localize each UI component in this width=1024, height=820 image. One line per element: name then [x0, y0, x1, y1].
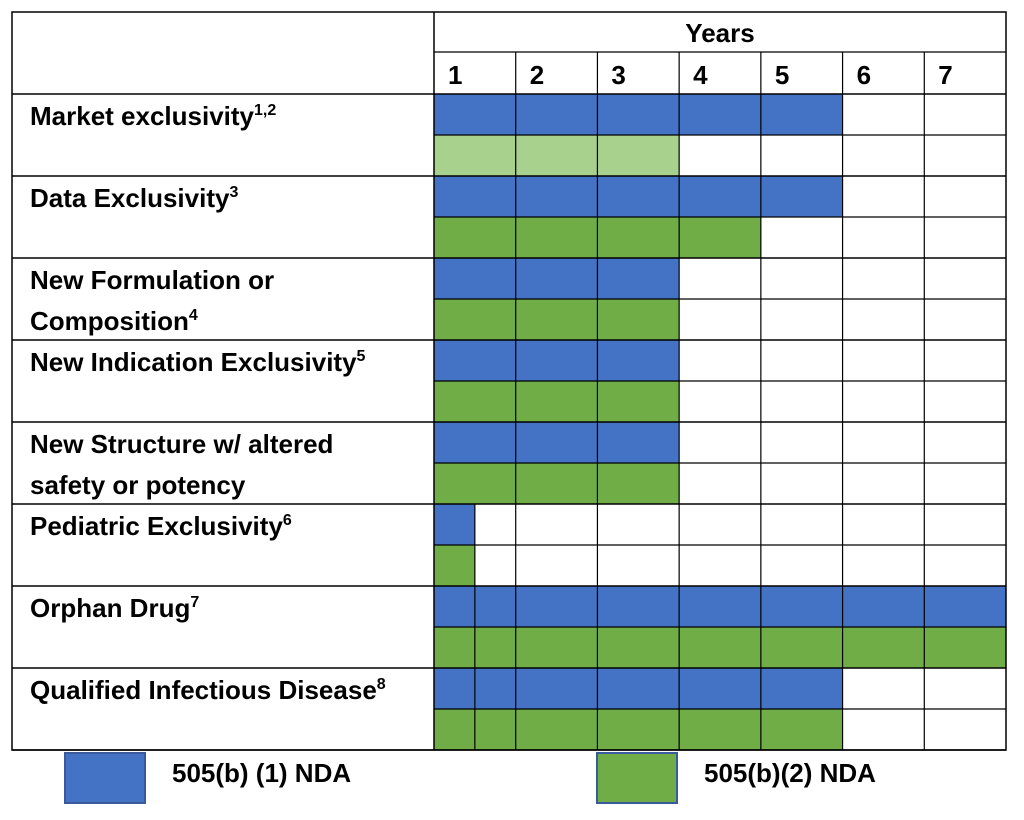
bar-505b2-new-formulation-or-composition [434, 299, 680, 340]
row-label: Qualified Infectious Disease8 [30, 675, 386, 705]
row-label: safety or potency [30, 470, 246, 500]
bar-505b1-new-formulation-or-composition [434, 258, 680, 299]
year-tick-label: 2 [530, 60, 544, 90]
legend-label-505b2: 505(b)(2) NDA [704, 758, 876, 788]
row-label: Orphan Drug7 [30, 593, 199, 623]
bar-505b1-data-exclusivity [434, 176, 843, 217]
row-label: New Indication Exclusivity5 [30, 347, 366, 377]
years-header: Years [685, 18, 754, 48]
exclusivity-timeline-chart: Years 1 2 3 4 5 6 7 Market exclusivity1,2 Data Ex… [11, 11, 1007, 751]
year-tick-label: 5 [775, 60, 789, 90]
legend-swatch-505b2 [596, 752, 678, 804]
row-label: Composition4 [30, 306, 198, 336]
bar-505b1-orphan-drug [434, 586, 1006, 627]
year-tick-label: 3 [611, 60, 625, 90]
bar-505b1-new-indication-exclusivity [434, 340, 680, 381]
bar-505b1-market-exclusivity [434, 94, 843, 135]
bar-505b2-pediatric-exclusivity [434, 545, 475, 586]
bar-505b2-new-indication-exclusivity [434, 381, 680, 422]
year-tick-label: 4 [693, 60, 708, 90]
legend-label-505b1: 505(b) (1) NDA [172, 758, 352, 788]
row-label: New Formulation or [30, 265, 274, 295]
row-label: Data Exclusivity3 [30, 183, 238, 213]
year-tick-label: 6 [857, 60, 871, 90]
row-label: Market exclusivity1,2 [30, 101, 276, 131]
row-label: New Structure w/ altered [30, 429, 333, 459]
bar-505b1-pediatric-exclusivity [434, 504, 475, 545]
bar-505b2-market-exclusivity [434, 135, 680, 176]
bar-505b2-new-structure-w-altered-safety-or-potency [434, 463, 680, 504]
year-tick-label: 7 [938, 60, 952, 90]
bar-505b2-qualified-infectious-disease [434, 709, 843, 750]
legend-swatch-505b1 [64, 752, 146, 804]
legend-item-505b1: 505(b) (1) NDA [64, 752, 351, 804]
legend-item-505b2: 505(b)(2) NDA [596, 752, 876, 804]
bar-505b1-qualified-infectious-disease [434, 668, 843, 709]
bar-505b2-orphan-drug [434, 627, 1006, 668]
year-tick-label: 1 [448, 60, 462, 90]
row-label: Pediatric Exclusivity6 [30, 511, 292, 541]
bar-505b1-new-structure-w-altered-safety-or-potency [434, 422, 680, 463]
